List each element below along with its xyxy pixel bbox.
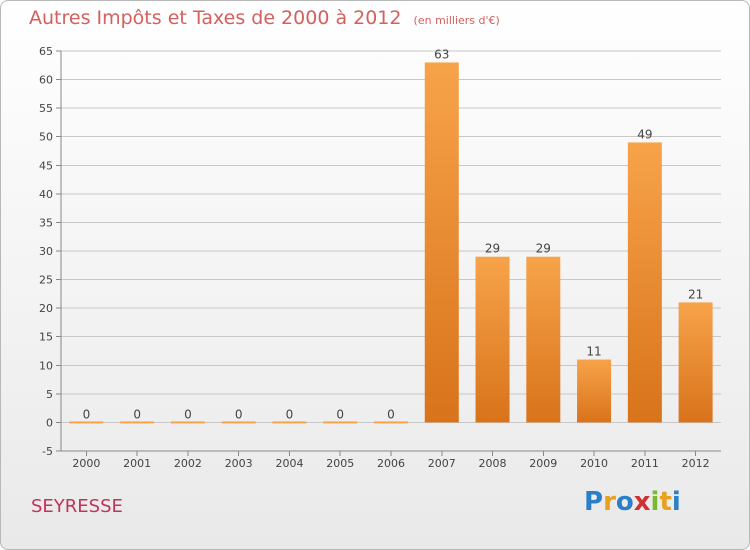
x-tick-label: 2007 — [428, 457, 456, 470]
y-tick-label: 65 — [39, 45, 53, 58]
y-tick-label: 45 — [39, 159, 53, 172]
logo-letter: P — [584, 487, 604, 517]
data-label: 11 — [586, 345, 601, 359]
y-tick-label: 20 — [39, 302, 53, 315]
grid-lines — [61, 50, 721, 452]
logo-letter: o — [615, 487, 634, 517]
bar-2007 — [424, 62, 459, 423]
y-tick-label: 5 — [46, 388, 53, 401]
title-text: Autres Impôts et Taxes de 2000 à 2012 — [29, 7, 402, 29]
x-tick-label: 2008 — [479, 457, 507, 470]
data-label: 63 — [434, 47, 449, 61]
proxiti-logo: Proxiti — [584, 487, 681, 517]
bar-2010 — [577, 359, 612, 423]
bar-2006 — [374, 421, 408, 424]
x-tick-label: 2012 — [682, 457, 710, 470]
chart-subtitle: (en milliers d'€) — [413, 14, 500, 27]
data-label: 49 — [637, 127, 652, 141]
y-tick-label: 10 — [39, 359, 53, 372]
y-tick-label: 40 — [39, 188, 53, 201]
x-tick-label: 2003 — [225, 457, 253, 470]
logo-letter: t — [659, 487, 672, 517]
x-tick-label: 2004 — [275, 457, 303, 470]
bar-2003 — [221, 421, 256, 424]
logo-letter: i — [650, 487, 660, 517]
y-tick-label: 15 — [39, 331, 53, 344]
logo-letter: r — [603, 487, 616, 517]
logo-letter: x — [633, 487, 651, 517]
data-label: 0 — [235, 407, 243, 421]
x-tick-label: 2011 — [631, 457, 659, 470]
bars — [69, 62, 713, 424]
bar-2008 — [475, 256, 510, 423]
data-label: 29 — [485, 242, 500, 256]
y-tick-label: 50 — [39, 131, 53, 144]
y-tick-label: 30 — [39, 245, 53, 258]
bar-2002 — [170, 421, 205, 424]
x-tick-label: 2002 — [174, 457, 202, 470]
x-tick-label: 2009 — [529, 457, 557, 470]
x-tick-label: 2005 — [326, 457, 354, 470]
x-tick-label: 2010 — [580, 457, 608, 470]
bar-2000 — [69, 421, 104, 424]
data-label: 29 — [536, 242, 551, 256]
y-tick-label: 60 — [39, 74, 53, 87]
bar-2012 — [678, 302, 713, 423]
data-label: 0 — [133, 407, 141, 421]
data-label: 0 — [336, 407, 344, 421]
bar-2009 — [526, 256, 561, 423]
x-tick-labels: 2000 2001 2002 2003 2004 2005 2006 2007 2008 2009… — [72, 457, 709, 470]
bar-2004 — [272, 421, 307, 424]
y-tick-label: 0 — [46, 416, 53, 429]
data-labels: 0 0 0 0 0 0 0 63 29 29 11 49 21 — [83, 47, 704, 421]
y-tick-label: 55 — [39, 102, 53, 115]
bar-2001 — [120, 421, 155, 424]
logo-letter: i — [671, 487, 681, 517]
data-label: 0 — [184, 407, 192, 421]
axes — [56, 50, 721, 456]
y-tick-label: 35 — [39, 216, 53, 229]
y-tick-labels: -5 0 5 10 15 20 25 30 35 40 45 50 55 60 65 — [39, 45, 53, 458]
y-tick-label: -5 — [42, 445, 53, 458]
x-tick-label: 2006 — [377, 457, 405, 470]
data-label: 0 — [83, 407, 91, 421]
chart-title: Autres Impôts et Taxes de 2000 à 2012 (e… — [29, 7, 500, 29]
city-name: SEYRESSE — [31, 496, 123, 517]
data-label: 0 — [387, 407, 395, 421]
data-label: 0 — [286, 407, 294, 421]
bar-2005 — [323, 421, 358, 424]
data-label: 21 — [688, 287, 703, 301]
x-tick-label: 2001 — [123, 457, 151, 470]
y-tick-label: 25 — [39, 274, 53, 287]
bar-2011 — [627, 142, 662, 423]
x-tick-label: 2000 — [72, 457, 100, 470]
